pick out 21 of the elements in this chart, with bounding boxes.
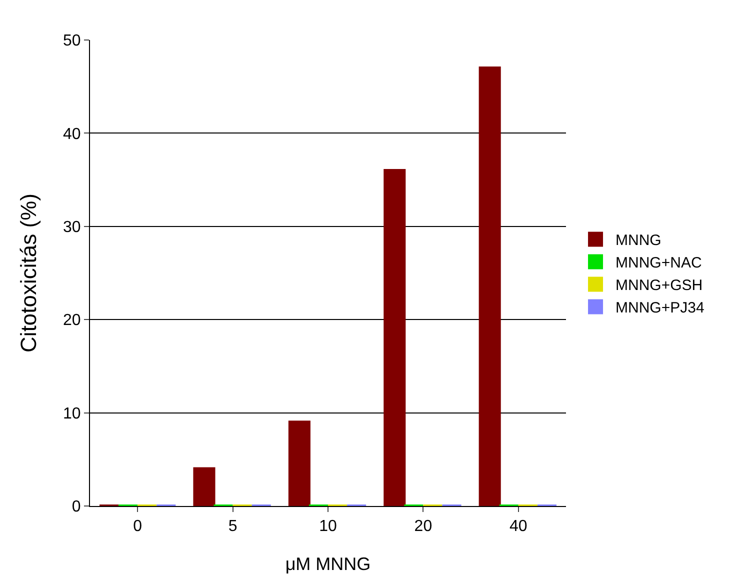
x-tick-label: 5 — [228, 518, 238, 536]
y-tick-label: 30 — [63, 219, 81, 236]
y-tick-label: 10 — [63, 405, 81, 422]
legend-label: MNNG — [616, 232, 662, 250]
bar — [478, 66, 501, 506]
bar — [193, 467, 216, 506]
legend-label: MNNG+PJ34 — [616, 300, 704, 317]
y-tick-label: 20 — [63, 312, 81, 330]
bar — [384, 168, 406, 506]
x-axis-title: μM MNNG — [285, 554, 371, 574]
legend-label: MNNG+GSH — [616, 277, 703, 294]
x-tick-label: 20 — [414, 518, 432, 536]
bar — [288, 420, 310, 506]
y-tick-label: 50 — [63, 32, 81, 50]
legend-label: MNNG+NAC — [616, 254, 702, 272]
x-tick-label: 0 — [133, 518, 142, 536]
y-axis-title: Citotoxicitás (%) — [16, 194, 41, 352]
y-tick-label: 40 — [63, 126, 81, 143]
x-tick-label: 10 — [319, 518, 337, 536]
x-tick-label: 40 — [510, 518, 528, 536]
y-tick-label: 0 — [72, 498, 81, 516]
